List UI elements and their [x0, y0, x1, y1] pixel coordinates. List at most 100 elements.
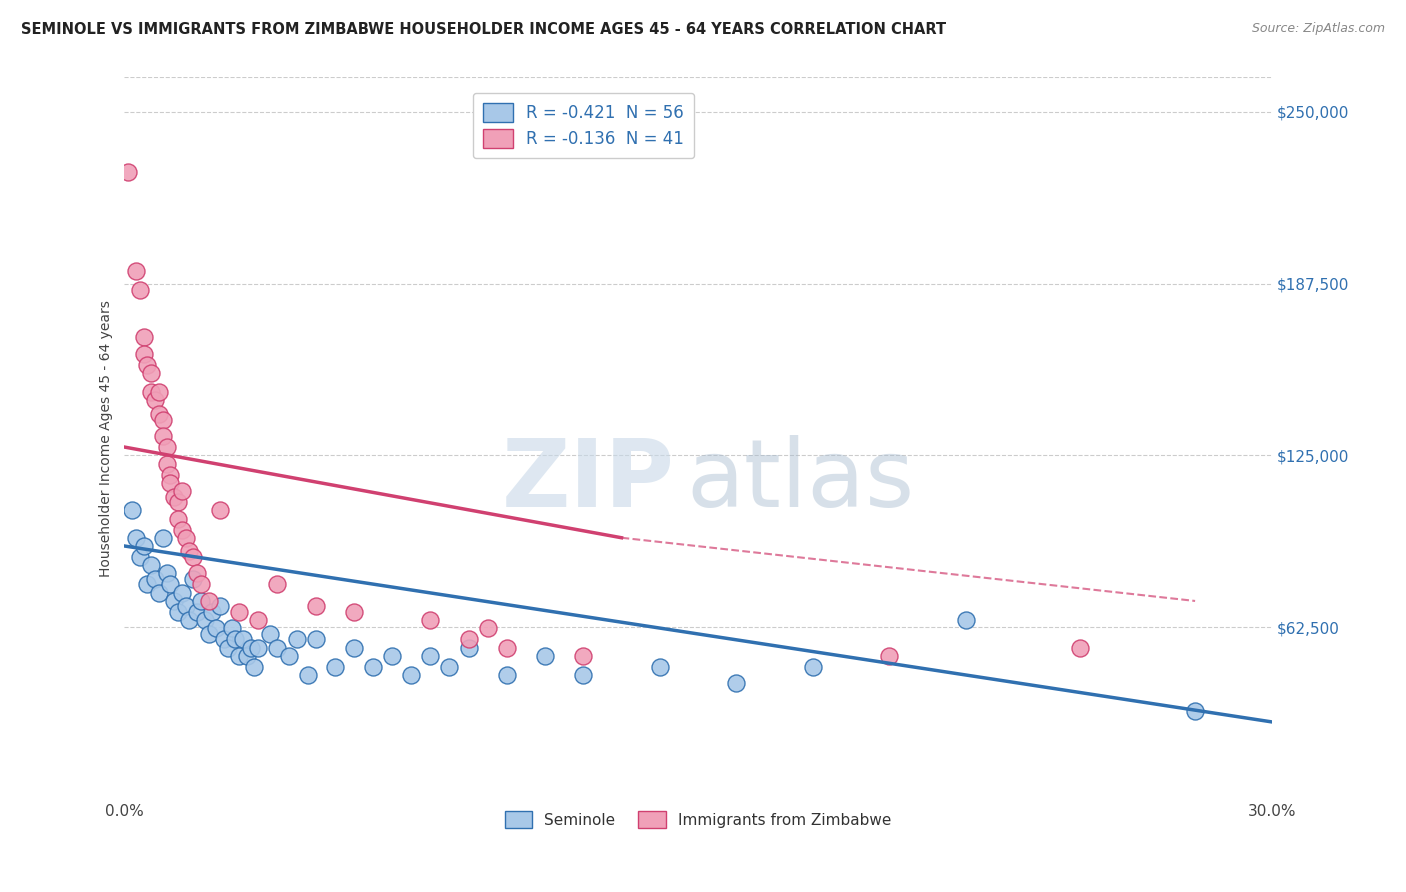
- Point: [190, 594, 212, 608]
- Y-axis label: Householder Income Ages 45 - 64 years: Householder Income Ages 45 - 64 years: [100, 300, 114, 576]
- Point: [247, 613, 270, 627]
- Point: [136, 577, 159, 591]
- Point: [217, 640, 239, 655]
- Point: [152, 531, 174, 545]
- Point: [186, 566, 208, 581]
- Point: [155, 566, 177, 581]
- Point: [305, 599, 328, 614]
- Point: [224, 632, 246, 647]
- Point: [955, 613, 977, 627]
- Point: [212, 632, 235, 647]
- Point: [419, 648, 441, 663]
- Point: [136, 358, 159, 372]
- Point: [190, 577, 212, 591]
- Point: [323, 660, 346, 674]
- Point: [181, 549, 204, 564]
- Point: [170, 585, 193, 599]
- Text: Source: ZipAtlas.com: Source: ZipAtlas.com: [1251, 22, 1385, 36]
- Point: [243, 660, 266, 674]
- Point: [247, 640, 270, 655]
- Point: [381, 648, 404, 663]
- Point: [132, 346, 155, 360]
- Point: [155, 440, 177, 454]
- Point: [877, 648, 900, 663]
- Point: [132, 539, 155, 553]
- Point: [128, 549, 150, 564]
- Point: [170, 523, 193, 537]
- Point: [125, 531, 148, 545]
- Point: [117, 165, 139, 179]
- Point: [495, 640, 517, 655]
- Point: [174, 599, 197, 614]
- Point: [305, 632, 328, 647]
- Point: [179, 613, 201, 627]
- Point: [141, 366, 163, 380]
- Point: [266, 640, 288, 655]
- Point: [167, 495, 190, 509]
- Point: [297, 668, 319, 682]
- Point: [167, 605, 190, 619]
- Point: [155, 457, 177, 471]
- Point: [228, 605, 250, 619]
- Point: [148, 407, 170, 421]
- Point: [285, 632, 308, 647]
- Point: [201, 605, 224, 619]
- Point: [159, 467, 181, 482]
- Point: [801, 660, 824, 674]
- Point: [159, 475, 181, 490]
- Point: [239, 640, 262, 655]
- Point: [125, 264, 148, 278]
- Point: [266, 577, 288, 591]
- Point: [1069, 640, 1091, 655]
- Point: [1184, 704, 1206, 718]
- Point: [170, 483, 193, 498]
- Text: SEMINOLE VS IMMIGRANTS FROM ZIMBABWE HOUSEHOLDER INCOME AGES 45 - 64 YEARS CORRE: SEMINOLE VS IMMIGRANTS FROM ZIMBABWE HOU…: [21, 22, 946, 37]
- Point: [132, 330, 155, 344]
- Point: [143, 572, 166, 586]
- Point: [197, 627, 219, 641]
- Point: [159, 577, 181, 591]
- Point: [457, 640, 479, 655]
- Point: [221, 622, 243, 636]
- Legend: Seminole, Immigrants from Zimbabwe: Seminole, Immigrants from Zimbabwe: [499, 805, 897, 835]
- Point: [361, 660, 384, 674]
- Point: [232, 632, 254, 647]
- Point: [343, 640, 366, 655]
- Point: [725, 676, 748, 690]
- Point: [197, 594, 219, 608]
- Point: [209, 503, 232, 517]
- Point: [495, 668, 517, 682]
- Point: [167, 511, 190, 525]
- Point: [143, 393, 166, 408]
- Point: [477, 622, 499, 636]
- Point: [399, 668, 422, 682]
- Point: [152, 412, 174, 426]
- Point: [152, 429, 174, 443]
- Point: [128, 284, 150, 298]
- Point: [181, 572, 204, 586]
- Point: [174, 531, 197, 545]
- Text: atlas: atlas: [686, 435, 915, 527]
- Point: [648, 660, 671, 674]
- Point: [572, 668, 595, 682]
- Point: [259, 627, 281, 641]
- Point: [186, 605, 208, 619]
- Point: [457, 632, 479, 647]
- Text: ZIP: ZIP: [502, 435, 675, 527]
- Point: [163, 490, 186, 504]
- Point: [141, 558, 163, 573]
- Point: [534, 648, 557, 663]
- Point: [236, 648, 259, 663]
- Point: [277, 648, 299, 663]
- Point: [209, 599, 232, 614]
- Point: [148, 585, 170, 599]
- Point: [343, 605, 366, 619]
- Point: [141, 385, 163, 400]
- Point: [572, 648, 595, 663]
- Point: [179, 544, 201, 558]
- Point: [205, 622, 228, 636]
- Point: [419, 613, 441, 627]
- Point: [194, 613, 217, 627]
- Point: [121, 503, 143, 517]
- Point: [228, 648, 250, 663]
